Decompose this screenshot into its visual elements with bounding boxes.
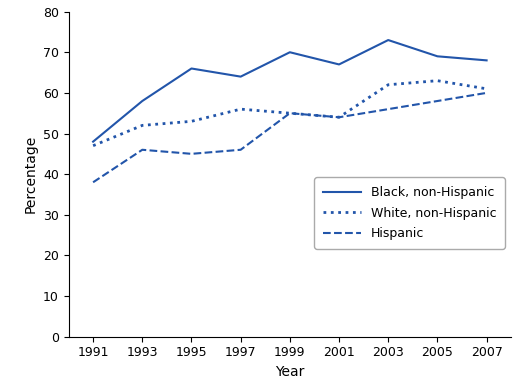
Hispanic bbox=[90, 180, 96, 185]
Legend: Black, non-Hispanic, White, non-Hispanic, Hispanic: Black, non-Hispanic, White, non-Hispanic… bbox=[314, 177, 505, 249]
Black, non-Hispanic bbox=[238, 74, 244, 79]
White, non-Hispanic bbox=[238, 107, 244, 111]
Line: Hispanic: Hispanic bbox=[93, 93, 486, 182]
Hispanic bbox=[287, 111, 293, 115]
Hispanic bbox=[434, 99, 441, 103]
Black, non-Hispanic bbox=[336, 62, 342, 67]
Black, non-Hispanic bbox=[188, 66, 194, 71]
White, non-Hispanic bbox=[336, 115, 342, 120]
White, non-Hispanic bbox=[188, 119, 194, 123]
Black, non-Hispanic bbox=[434, 54, 441, 58]
Black, non-Hispanic bbox=[385, 38, 392, 42]
White, non-Hispanic bbox=[139, 123, 145, 128]
Hispanic bbox=[188, 151, 194, 156]
White, non-Hispanic bbox=[385, 82, 392, 87]
White, non-Hispanic bbox=[90, 143, 96, 148]
Black, non-Hispanic bbox=[139, 99, 145, 103]
Hispanic bbox=[385, 107, 392, 111]
Hispanic bbox=[336, 115, 342, 120]
Black, non-Hispanic bbox=[483, 58, 490, 63]
Hispanic bbox=[238, 147, 244, 152]
Y-axis label: Percentage: Percentage bbox=[23, 135, 37, 213]
White, non-Hispanic bbox=[483, 87, 490, 91]
White, non-Hispanic bbox=[434, 78, 441, 83]
X-axis label: Year: Year bbox=[275, 365, 305, 379]
Black, non-Hispanic bbox=[90, 139, 96, 144]
Line: Black, non-Hispanic: Black, non-Hispanic bbox=[93, 40, 486, 142]
Hispanic bbox=[483, 91, 490, 95]
White, non-Hispanic bbox=[287, 111, 293, 115]
Line: White, non-Hispanic: White, non-Hispanic bbox=[93, 80, 486, 146]
Black, non-Hispanic bbox=[287, 50, 293, 55]
Hispanic bbox=[139, 147, 145, 152]
